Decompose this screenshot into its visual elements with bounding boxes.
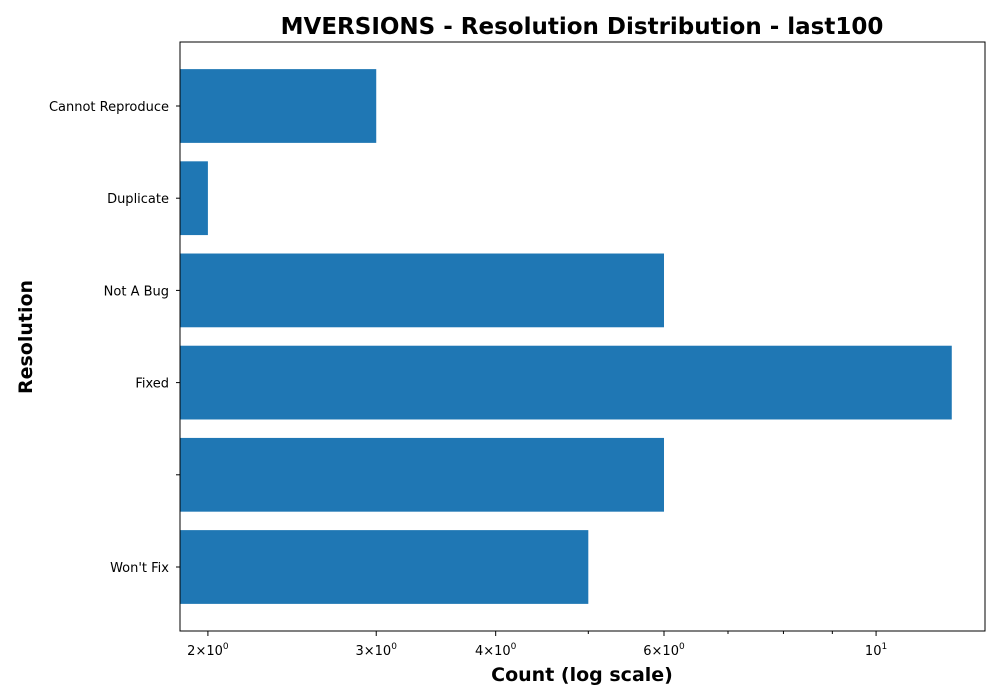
x-axis-ticks: 2×100 3×100 4×100 6×100 101 xyxy=(187,631,887,659)
x-tick-label: 4×100 xyxy=(475,642,517,659)
y-tick-label: Won't Fix xyxy=(110,561,169,576)
y-tick-label: Duplicate xyxy=(107,192,169,207)
bar xyxy=(180,345,952,420)
bar xyxy=(180,161,208,236)
chart-title: MVERSIONS - Resolution Distribution - la… xyxy=(281,14,884,40)
x-tick-label: 101 xyxy=(865,642,887,659)
bar xyxy=(180,69,377,143)
x-tick-label: 3×100 xyxy=(356,642,398,659)
bar xyxy=(180,253,665,328)
x-tick-label: 2×100 xyxy=(187,642,229,659)
y-tick-label: Not A Bug xyxy=(104,284,169,299)
x-tick-label: 6×100 xyxy=(643,642,685,659)
y-axis-label: Resolution xyxy=(15,280,37,394)
bars xyxy=(180,69,952,604)
y-tick-label: Cannot Reproduce xyxy=(49,100,169,115)
y-tick-label: Fixed xyxy=(135,377,169,392)
x-axis-label: Count (log scale) xyxy=(491,664,673,686)
bar xyxy=(180,530,589,604)
bar xyxy=(180,437,665,512)
y-axis-ticks: Cannot Reproduce Duplicate Not A Bug Fixed W… xyxy=(49,100,180,576)
plot-frame xyxy=(179,41,986,632)
